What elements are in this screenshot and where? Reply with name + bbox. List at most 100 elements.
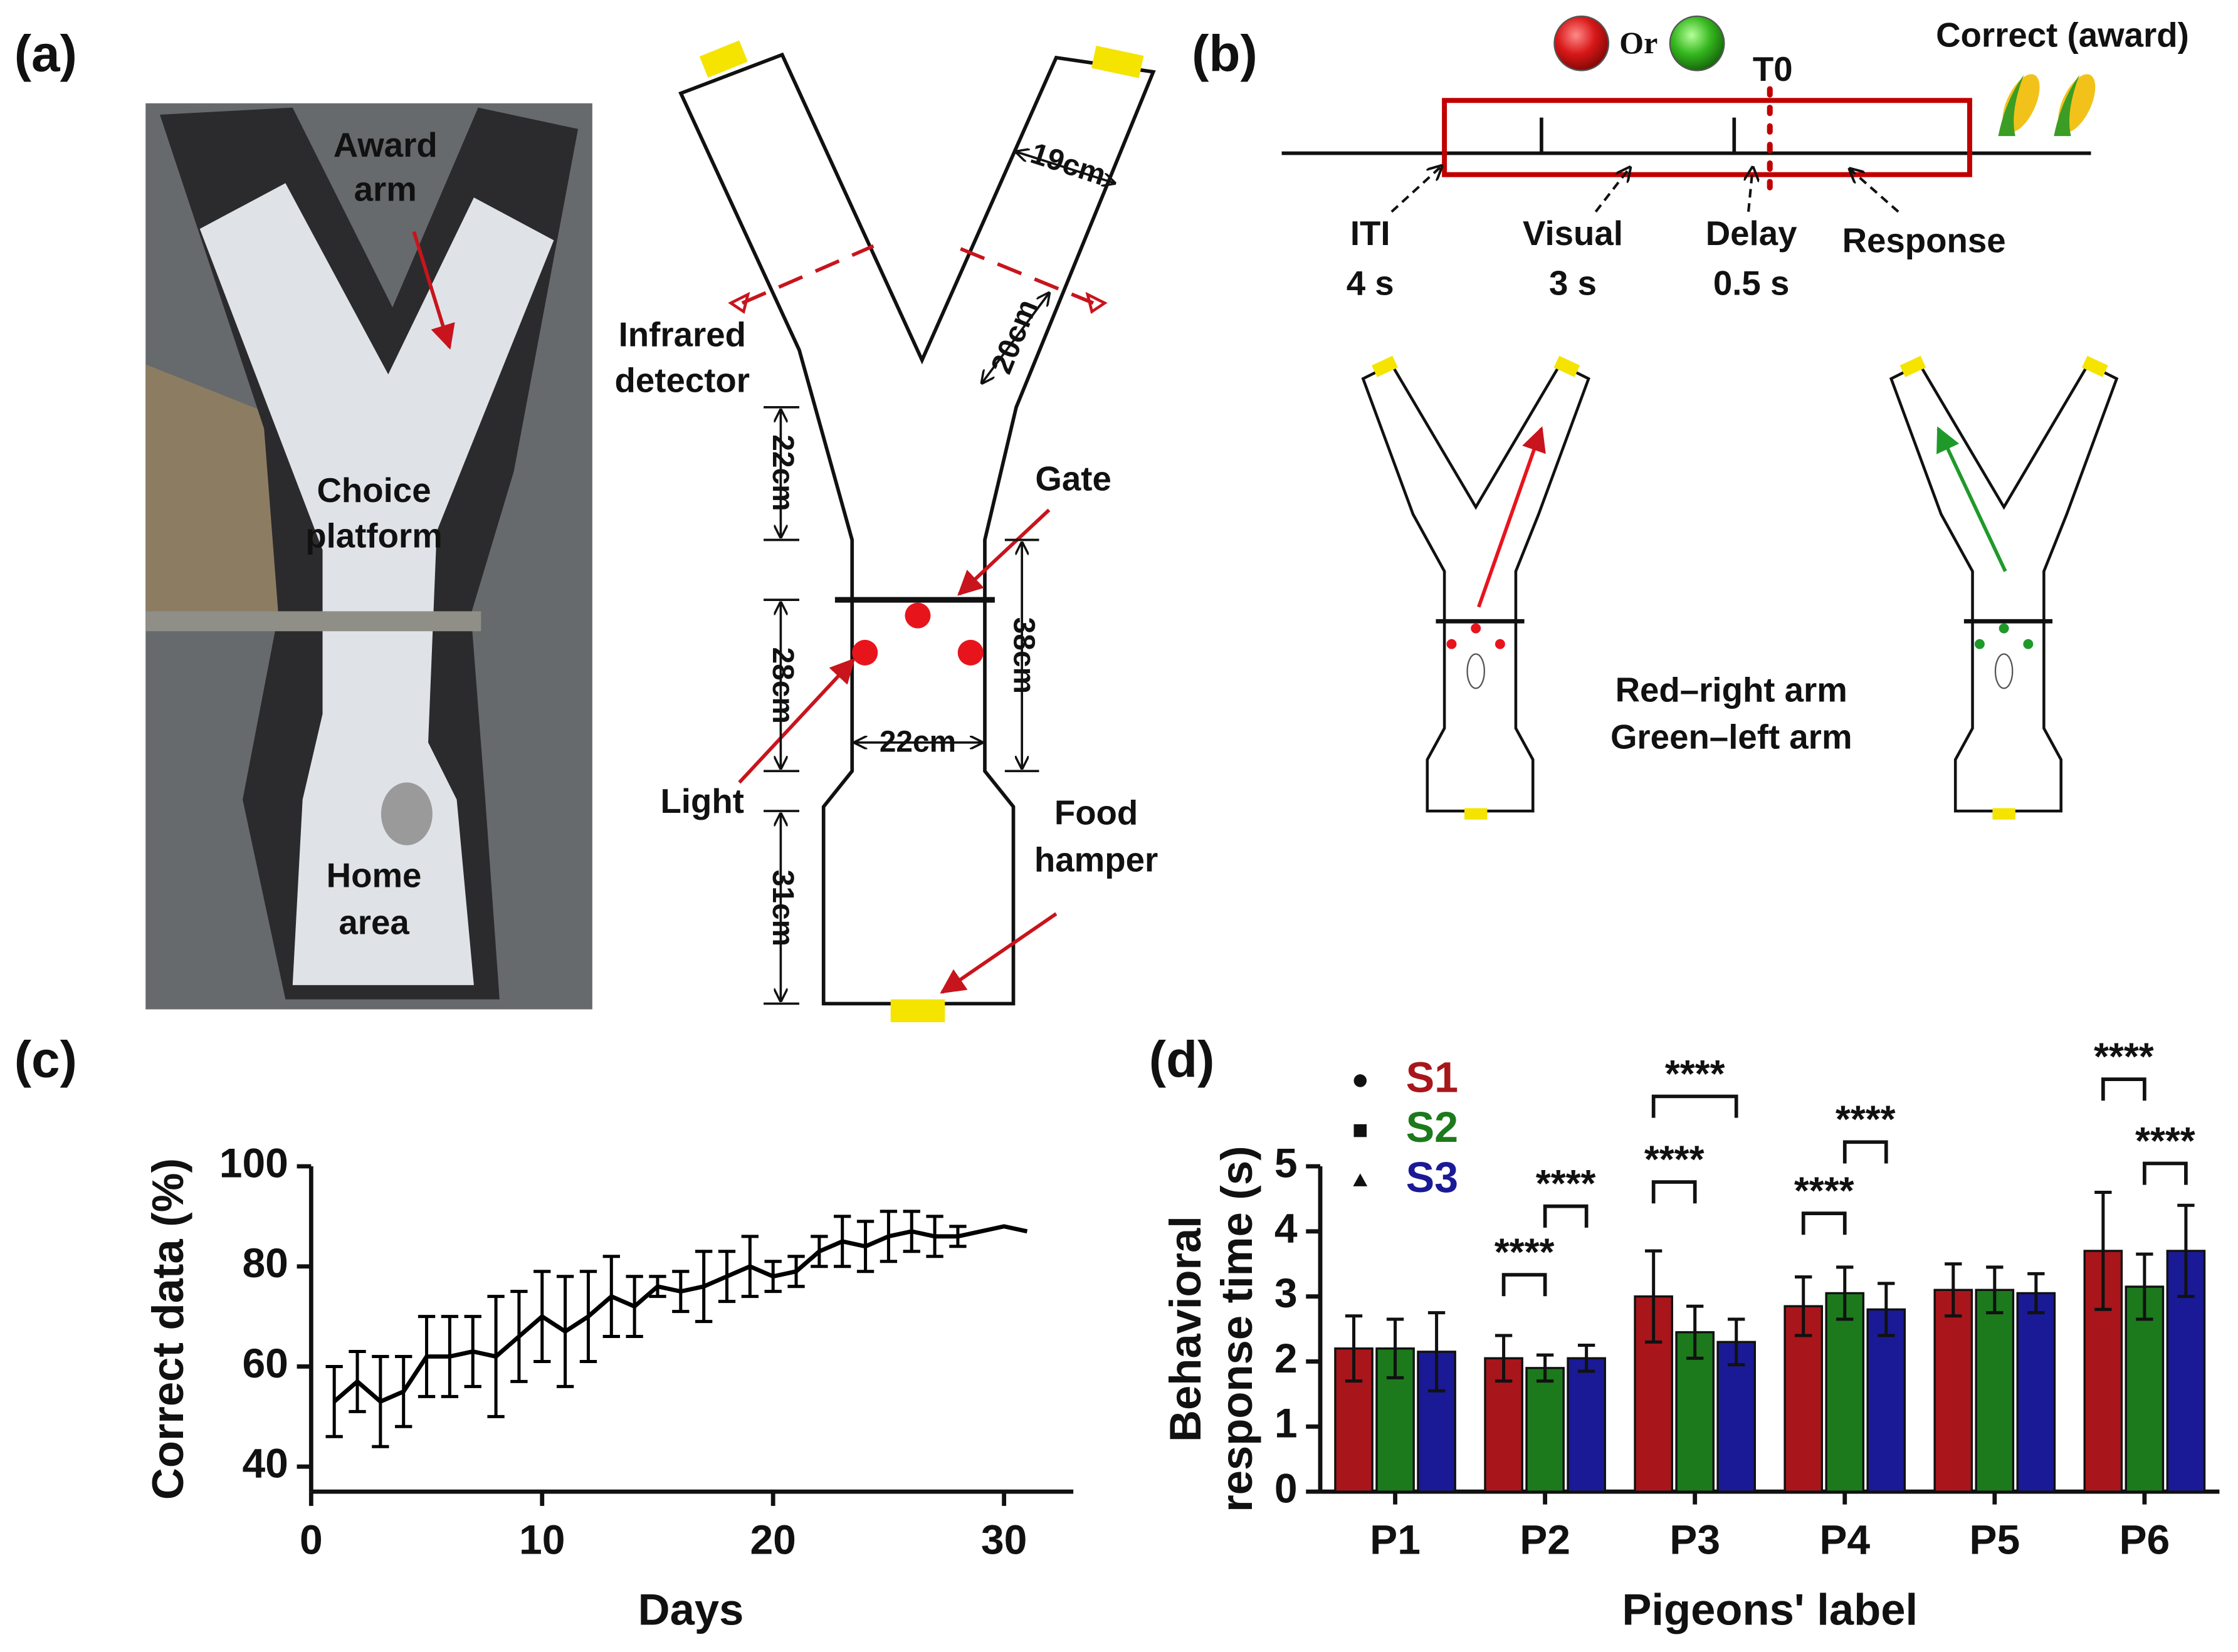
dimension-ends	[764, 405, 1039, 1005]
error-bar	[1427, 1311, 1446, 1393]
x-axis-label: Days	[638, 1584, 744, 1634]
dimension-label: 19cm	[1027, 137, 1110, 192]
phase-pointer	[1850, 169, 1899, 213]
bar	[1825, 1292, 1865, 1493]
significance-bracket	[1543, 1204, 1589, 1228]
timeline: Or T0 Correct (award) ITI 4 s Visual 3 s…	[1281, 15, 2189, 756]
photo-maze-floor	[199, 183, 554, 985]
significance-label: ****	[1644, 1137, 1705, 1181]
photo-spot	[381, 782, 433, 845]
red-cue	[1553, 15, 1610, 71]
significance-label: ****	[1536, 1162, 1596, 1205]
y-tick-label: 5	[1274, 1139, 1298, 1186]
error-bar	[1795, 1275, 1812, 1337]
dimension-label: 22cm	[766, 434, 799, 511]
bar	[1975, 1289, 2015, 1493]
schematic-label: detector	[615, 361, 750, 399]
error-bar	[2177, 1203, 2195, 1299]
green-cue	[1669, 15, 1725, 71]
schematic-label: Infrared	[619, 316, 746, 354]
mini-maze-outline	[1361, 362, 1590, 813]
x-tick-label: 0	[300, 1517, 323, 1563]
pointer-arrow	[957, 508, 1051, 596]
feeder	[1091, 45, 1144, 78]
legend-label: S3	[1406, 1154, 1459, 1201]
photo-rod	[145, 611, 481, 632]
phase-label: Delay	[1706, 214, 1797, 253]
feeder	[699, 40, 748, 78]
panel-label: (d)	[1149, 1032, 1215, 1089]
significance-bracket	[2143, 1161, 2188, 1185]
corn-leaf	[2054, 75, 2080, 137]
trial-window	[1442, 98, 1972, 177]
maze-schematic: 19cm 20cm 22cm 28cm 38cm 22cm 31cm Infra…	[615, 40, 1158, 1023]
x-tick-label: P4	[1819, 1517, 1870, 1563]
significance-label: ****	[1665, 1052, 1725, 1095]
pointer-arrow	[738, 657, 856, 784]
rule-label: Green–left arm	[1610, 718, 1852, 756]
x-tick-label: 20	[750, 1517, 796, 1563]
phase-label: Visual	[1523, 214, 1623, 253]
photo: Award arm Choice platform Home area	[145, 103, 592, 1010]
infrared-beam	[741, 244, 1095, 305]
error-bar	[1577, 1344, 1595, 1373]
legend-marker	[1353, 1173, 1368, 1186]
bar	[1484, 1357, 1523, 1493]
photo-label: area	[339, 904, 409, 942]
y-axis-label: response time (s)	[1212, 1146, 1261, 1512]
direction-arrow	[1477, 426, 1546, 608]
bar	[2125, 1285, 2165, 1493]
significance-label: ****	[1794, 1169, 1854, 1213]
error-bar	[1386, 1317, 1404, 1379]
schematic-label: Light	[660, 782, 743, 820]
light	[1471, 623, 1481, 634]
light	[1974, 639, 1985, 649]
bar	[1417, 1351, 1456, 1493]
phase-label: Response	[1842, 221, 2006, 259]
error-bar	[2094, 1191, 2112, 1311]
error-bar	[1536, 1353, 1554, 1383]
dimension-label: 38cm	[1007, 617, 1041, 694]
error-bar	[1728, 1317, 1745, 1367]
photo-label: arm	[354, 170, 417, 208]
legend-marker	[1353, 1124, 1367, 1137]
legend-marker	[1353, 1074, 1367, 1087]
bar	[1866, 1308, 1906, 1493]
pointer-arrow	[940, 912, 1058, 994]
phase-pointer	[1748, 167, 1753, 212]
error-bar	[1686, 1304, 1704, 1360]
panel-label: (a)	[14, 26, 77, 83]
schematic-label: hamper	[1034, 840, 1158, 879]
corn-icon	[1998, 74, 2096, 137]
t0-label: T0	[1753, 50, 1793, 88]
photo-label: platform	[305, 517, 443, 555]
feeder	[1553, 355, 1580, 377]
phase-label: 4 s	[1347, 264, 1394, 303]
or-label: Or	[1619, 25, 1657, 60]
light	[2023, 639, 2034, 649]
mini-mazes	[1361, 355, 2119, 820]
panel-label: (c)	[14, 1032, 77, 1089]
significance-label: ****	[2094, 1035, 2154, 1078]
significance-label: ****	[2135, 1119, 2195, 1163]
error-bar	[2027, 1272, 2045, 1315]
x-axis-label: Pigeons' label	[1622, 1584, 1918, 1634]
photo-label: Choice	[317, 471, 431, 510]
y-tick-label: 60	[242, 1340, 288, 1386]
significance-bracket	[1801, 1211, 1847, 1235]
error-bar	[1836, 1265, 1854, 1321]
light	[852, 639, 878, 666]
error-bar	[1495, 1334, 1513, 1383]
feeder	[1899, 355, 1926, 377]
feeder	[1372, 355, 1398, 377]
y-tick-label: 1	[1274, 1400, 1298, 1446]
significance-bracket	[2101, 1077, 2146, 1101]
error-bar	[1345, 1314, 1363, 1383]
significance-label: ****	[1495, 1230, 1555, 1273]
significance-bracket	[1651, 1094, 1738, 1118]
y-tick-label: 100	[219, 1139, 288, 1186]
error-bar	[1945, 1262, 1962, 1318]
light	[1495, 639, 1505, 649]
legend-label: S1	[1406, 1053, 1459, 1101]
x-tick-label: P3	[1669, 1517, 1720, 1563]
